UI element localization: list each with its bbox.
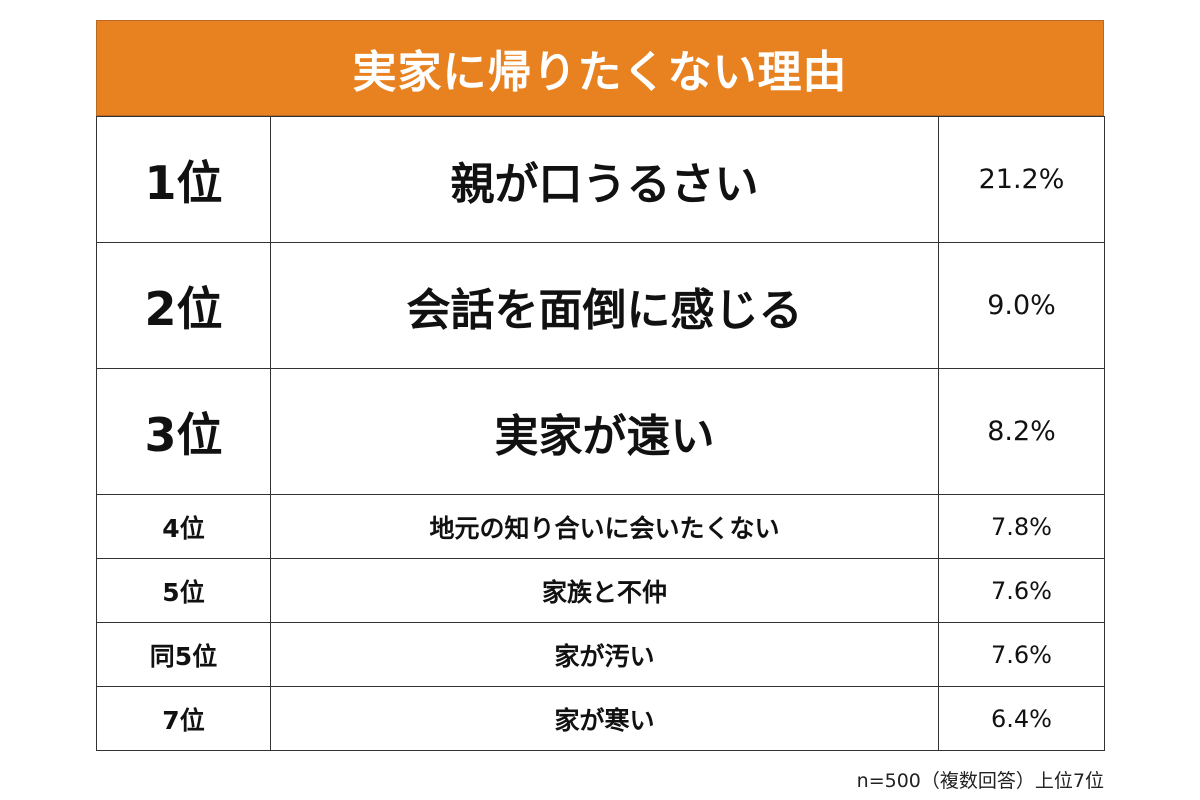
table-row: 3位 実家が遠い 8.2%	[96, 368, 1105, 495]
rank-cell: 5位	[96, 558, 271, 623]
rank-cell: 同5位	[96, 622, 271, 687]
table-row: 7位 家が寒い 6.4%	[96, 686, 1105, 751]
rank-cell: 2位	[96, 242, 271, 369]
rank-cell: 7位	[96, 686, 271, 751]
ranking-grid: 1位 親が口うるさい 21.2% 2位 会話を面倒に感じる 9.0% 3位 実家…	[96, 116, 1105, 751]
percentage-cell: 7.6%	[938, 558, 1105, 623]
table-row: 4位 地元の知り合いに会いたくない 7.8%	[96, 494, 1105, 559]
reason-cell: 地元の知り合いに会いたくない	[270, 494, 939, 559]
reason-cell: 家が寒い	[270, 686, 939, 751]
percentage-cell: 6.4%	[938, 686, 1105, 751]
percentage-cell: 8.2%	[938, 368, 1105, 495]
table-row: 1位 親が口うるさい 21.2%	[96, 116, 1105, 243]
percentage-cell: 7.6%	[938, 622, 1105, 687]
table-row: 同5位 家が汚い 7.6%	[96, 622, 1105, 687]
reason-cell: 家が汚い	[270, 622, 939, 687]
reason-cell: 会話を面倒に感じる	[270, 242, 939, 369]
reason-cell: 親が口うるさい	[270, 116, 939, 243]
percentage-cell: 7.8%	[938, 494, 1105, 559]
rank-cell: 3位	[96, 368, 271, 495]
footnote: n=500（複数回答）上位7位	[856, 770, 1104, 792]
ranking-table: 実家に帰りたくない理由 1位 親が口うるさい 21.2% 2位 会話を面倒に感じ…	[96, 20, 1105, 751]
title-bar: 実家に帰りたくない理由	[96, 20, 1104, 116]
reason-cell: 家族と不仲	[270, 558, 939, 623]
chart-title: 実家に帰りたくない理由	[352, 47, 848, 98]
rank-cell: 1位	[96, 116, 271, 243]
table-row: 2位 会話を面倒に感じる 9.0%	[96, 242, 1105, 369]
table-row: 5位 家族と不仲 7.6%	[96, 558, 1105, 623]
percentage-cell: 21.2%	[938, 116, 1105, 243]
reason-cell: 実家が遠い	[270, 368, 939, 495]
rank-cell: 4位	[96, 494, 271, 559]
percentage-cell: 9.0%	[938, 242, 1105, 369]
